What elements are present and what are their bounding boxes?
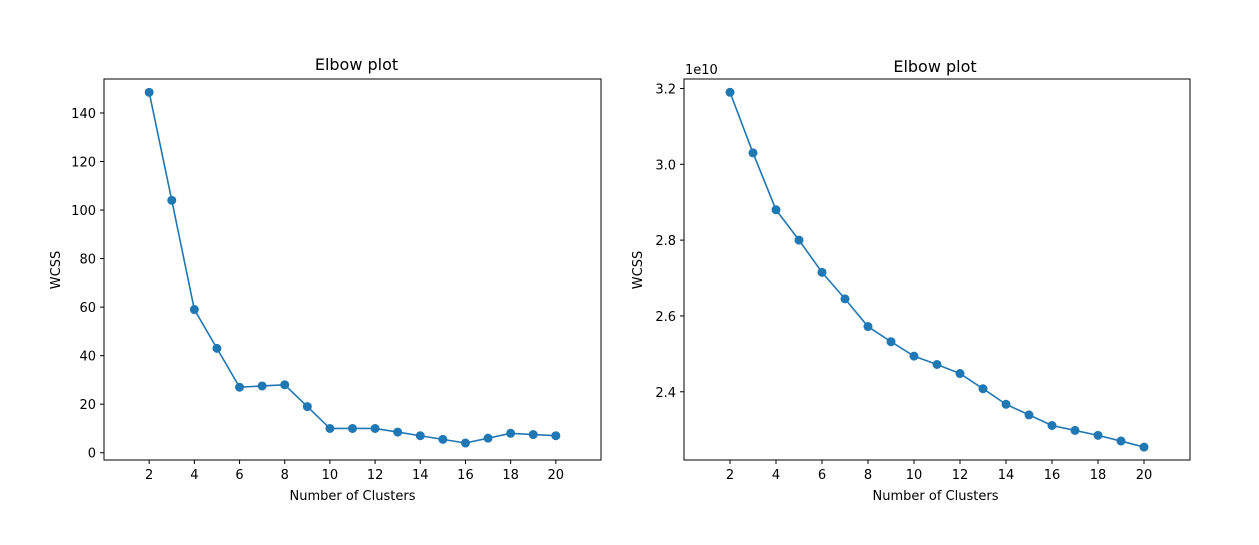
data-point xyxy=(1047,421,1057,430)
data-point xyxy=(817,267,827,277)
y-tick-label: 3.2 xyxy=(655,82,676,97)
y-axis-offset-label: 1e10 xyxy=(685,63,718,78)
x-tick-label: 18 xyxy=(1090,468,1107,483)
data-point xyxy=(302,402,312,412)
x-axis-label: Number of Clusters xyxy=(873,489,999,504)
data-point xyxy=(909,351,919,361)
data-point xyxy=(1070,425,1080,435)
x-tick-label: 8 xyxy=(864,468,872,483)
x-tick-label: 18 xyxy=(502,468,519,483)
data-point xyxy=(932,359,942,369)
data-point xyxy=(1093,430,1103,440)
ticks-layer: 2 4 6 8 10 12 14 16 18 20 0 20 40 60 80 100 120 140 xyxy=(71,107,564,483)
x-tick-label: 12 xyxy=(952,468,969,483)
x-tick-label: 6 xyxy=(235,468,243,483)
chart-wcss-large-scale: Elbow plot 1e10 Number of Clusters WCSS … xyxy=(631,57,1191,504)
data-point xyxy=(257,381,267,391)
data-point xyxy=(189,305,199,315)
data-point xyxy=(167,195,177,205)
chart-wcss-small-scale: Elbow plot Number of Clusters WCSS 2 4 6 8 1… xyxy=(49,55,602,504)
data-point xyxy=(840,294,850,304)
data-point xyxy=(1024,410,1034,420)
data-point xyxy=(144,87,154,97)
data-point xyxy=(393,427,403,437)
data-point xyxy=(978,384,988,394)
ticks-layer: 2 4 6 8 10 12 14 16 18 20 2.4 2.6 2.8 3.0 3.2 xyxy=(655,82,1152,483)
data-point xyxy=(415,431,425,441)
data-point xyxy=(212,343,222,353)
x-axis-label: Number of Clusters xyxy=(290,489,416,504)
plot-frame xyxy=(683,78,1191,461)
x-tick-label: 6 xyxy=(818,468,826,483)
series-layer xyxy=(144,87,561,448)
data-point xyxy=(955,369,965,379)
data-point xyxy=(460,438,470,448)
y-tick-label: 2.8 xyxy=(655,234,676,249)
data-point xyxy=(748,148,758,158)
x-tick-label: 2 xyxy=(145,468,153,483)
data-point xyxy=(771,205,781,215)
data-point xyxy=(483,433,493,443)
data-point xyxy=(235,382,245,392)
y-tick-label: 60 xyxy=(79,301,96,316)
y-axis-label: WCSS xyxy=(49,251,64,289)
x-tick-label: 20 xyxy=(1136,468,1153,483)
data-point xyxy=(863,322,873,332)
data-point xyxy=(1116,436,1126,446)
x-tick-label: 10 xyxy=(322,468,339,483)
data-point xyxy=(370,423,380,433)
x-tick-label: 20 xyxy=(548,468,565,483)
x-tick-label: 4 xyxy=(190,468,198,483)
y-tick-label: 2.6 xyxy=(655,310,676,325)
data-point xyxy=(280,380,290,390)
x-tick-label: 12 xyxy=(367,468,384,483)
y-tick-label: 40 xyxy=(79,350,96,365)
plot-frame xyxy=(103,78,602,461)
y-axis-label: WCSS xyxy=(631,251,646,289)
y-tick-label: 3.0 xyxy=(655,158,676,173)
data-point xyxy=(528,430,538,440)
data-point xyxy=(506,428,516,438)
data-point xyxy=(348,423,357,433)
y-tick-label: 140 xyxy=(71,107,96,122)
y-tick-label: 2.4 xyxy=(655,386,676,401)
data-point xyxy=(1001,399,1011,409)
y-tick-label: 0 xyxy=(88,447,96,462)
data-point xyxy=(325,423,335,433)
x-tick-label: 14 xyxy=(412,468,429,483)
y-tick-label: 20 xyxy=(79,398,96,413)
y-tick-label: 80 xyxy=(79,253,96,268)
y-tick-label: 120 xyxy=(71,156,96,171)
x-tick-label: 10 xyxy=(906,468,923,483)
data-point xyxy=(1139,442,1149,452)
x-tick-label: 16 xyxy=(1044,468,1061,483)
data-point xyxy=(794,235,804,245)
x-tick-label: 14 xyxy=(998,468,1015,483)
chart-title: Elbow plot xyxy=(893,57,976,76)
series-layer xyxy=(725,87,1149,452)
data-point xyxy=(886,337,896,347)
y-tick-label: 100 xyxy=(71,204,96,219)
x-tick-label: 4 xyxy=(772,468,780,483)
x-tick-label: 2 xyxy=(726,468,734,483)
x-tick-label: 8 xyxy=(281,468,289,483)
chart-title: Elbow plot xyxy=(315,55,398,74)
data-point xyxy=(725,87,735,97)
data-point xyxy=(551,431,561,441)
x-tick-label: 16 xyxy=(457,468,474,483)
data-point xyxy=(438,434,448,444)
